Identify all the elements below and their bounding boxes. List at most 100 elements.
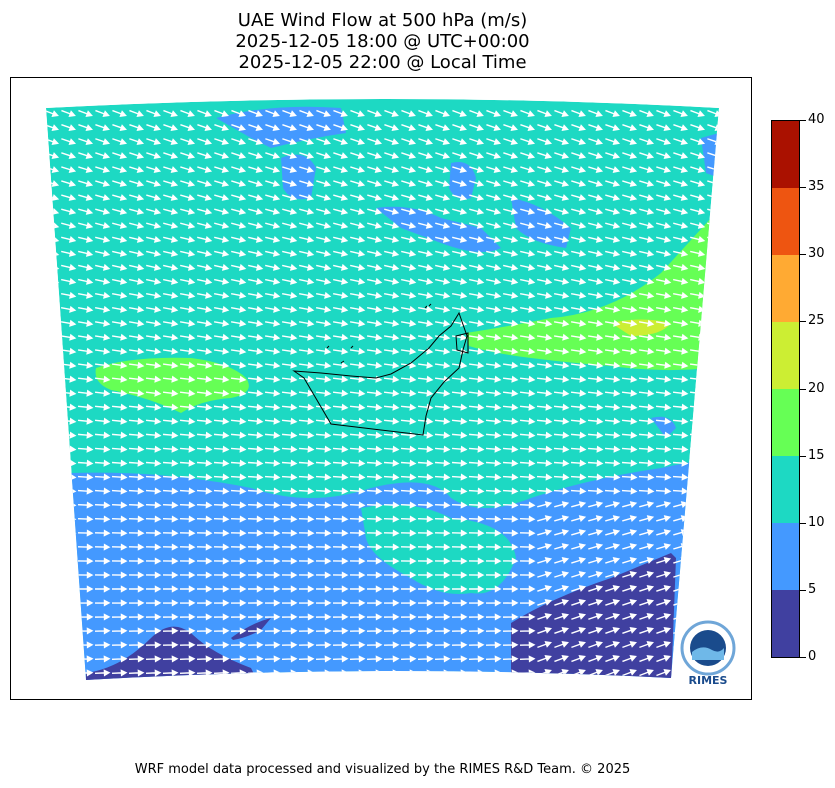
- wind-arrow: [111, 361, 128, 369]
- wind-arrow: [554, 613, 570, 620]
- wind-arrow: [231, 166, 247, 173]
- wind-arrow: [332, 291, 349, 299]
- wind-arrow: [605, 180, 621, 187]
- wind-arrow: [655, 473, 672, 481]
- wind-arrow: [247, 641, 264, 649]
- wind-arrow: [180, 194, 196, 201]
- wind-arrow: [298, 375, 315, 383]
- wind-arrow: [162, 347, 179, 355]
- wind-arrow: [604, 417, 621, 425]
- wind-arrow: [588, 613, 604, 620]
- colorbar-tick-label: 15: [808, 447, 825, 463]
- wind-arrow: [485, 515, 502, 523]
- wind-arrow: [468, 417, 485, 425]
- wind-arrow: [94, 613, 111, 621]
- wind-arrow: [316, 222, 332, 229]
- wind-arrow: [673, 123, 688, 131]
- wind-arrow: [281, 585, 298, 593]
- wind-arrow: [94, 641, 111, 649]
- wind-arrow: [281, 599, 298, 607]
- wind-arrow: [264, 445, 281, 453]
- wind-arrow: [213, 291, 230, 299]
- wind-arrow: [690, 599, 706, 606]
- wind-arrow: [417, 543, 434, 551]
- wind-arrow: [452, 109, 467, 117]
- wind-arrow: [145, 389, 162, 397]
- wind-arrow: [434, 515, 451, 523]
- wind-arrow: [468, 403, 485, 411]
- wind-arrow: [298, 431, 315, 439]
- wind-arrow: [468, 291, 485, 299]
- wind-arrow: [179, 641, 196, 649]
- wind-arrow: [587, 291, 604, 299]
- wind-arrow: [706, 431, 719, 439]
- wind-arrow: [537, 152, 553, 159]
- wind-arrow: [332, 613, 349, 621]
- wind-arrow: [536, 361, 553, 369]
- wind-arrow: [638, 403, 655, 411]
- wind-arrow: [78, 180, 94, 187]
- wind-arrow: [350, 277, 366, 285]
- wind-arrow: [519, 403, 536, 411]
- wind-arrow: [570, 319, 587, 327]
- wind-arrow: [468, 305, 485, 313]
- wind-arrow: [707, 222, 719, 229]
- wind-arrow: [332, 375, 349, 383]
- wind-arrow: [468, 641, 485, 649]
- wind-arrow: [315, 557, 332, 565]
- wind-arrow: [571, 194, 587, 201]
- wind-arrow: [60, 515, 77, 523]
- wind-arrow: [197, 222, 213, 229]
- wind-arrow: [655, 333, 672, 341]
- wind-arrow: [264, 599, 281, 607]
- wind-arrow: [196, 347, 213, 355]
- wind-arrow: [46, 585, 60, 593]
- wind-arrow: [383, 529, 400, 537]
- wind-arrow: [486, 152, 502, 159]
- wind-arrow: [163, 180, 179, 187]
- wind-arrow: [706, 473, 719, 481]
- wind-arrow: [673, 249, 689, 257]
- wind-arrow: [77, 389, 94, 397]
- wind-arrow: [604, 403, 621, 411]
- wind-arrow: [248, 180, 264, 187]
- wind-arrow: [587, 431, 604, 439]
- wind-arrow: [95, 152, 111, 159]
- wind-arrow: [452, 123, 467, 131]
- wind-arrow: [536, 473, 553, 481]
- wind-arrow: [434, 361, 451, 369]
- colorbar-tick-label: 0: [808, 649, 817, 664]
- wind-arrow: [281, 417, 298, 425]
- wind-arrow: [656, 194, 672, 201]
- wind-arrow: [281, 557, 298, 565]
- wind-arrow: [622, 180, 638, 187]
- wind-arrow: [145, 305, 162, 313]
- wind-arrow: [520, 109, 535, 117]
- wind-arrow: [655, 291, 672, 299]
- wind-arrow: [315, 291, 332, 299]
- wind-arrow: [536, 333, 553, 341]
- wind-arrow: [145, 501, 162, 509]
- wind-arrow: [349, 319, 366, 327]
- logo-text: RIMES: [688, 674, 728, 687]
- wind-arrow: [197, 138, 213, 145]
- wind-arrow: [281, 305, 298, 313]
- wind-arrow: [162, 501, 179, 509]
- wind-arrow: [537, 222, 553, 229]
- wind-arrow: [128, 669, 145, 677]
- wind-arrow: [281, 515, 298, 523]
- wind-arrow: [434, 319, 451, 327]
- wind-arrow: [349, 403, 366, 411]
- wind-arrow: [333, 263, 349, 271]
- wind-arrow: [451, 291, 468, 299]
- wind-arrow: [46, 557, 60, 565]
- wind-arrow: [111, 515, 128, 523]
- wind-arrow: [332, 515, 349, 523]
- wind-arrow: [111, 333, 128, 341]
- wind-arrow: [315, 585, 332, 593]
- wind-arrow: [468, 613, 485, 621]
- wind-arrow: [638, 459, 655, 467]
- wind-arrow: [605, 557, 621, 564]
- wind-arrow: [503, 235, 519, 243]
- wind-arrow: [281, 375, 298, 383]
